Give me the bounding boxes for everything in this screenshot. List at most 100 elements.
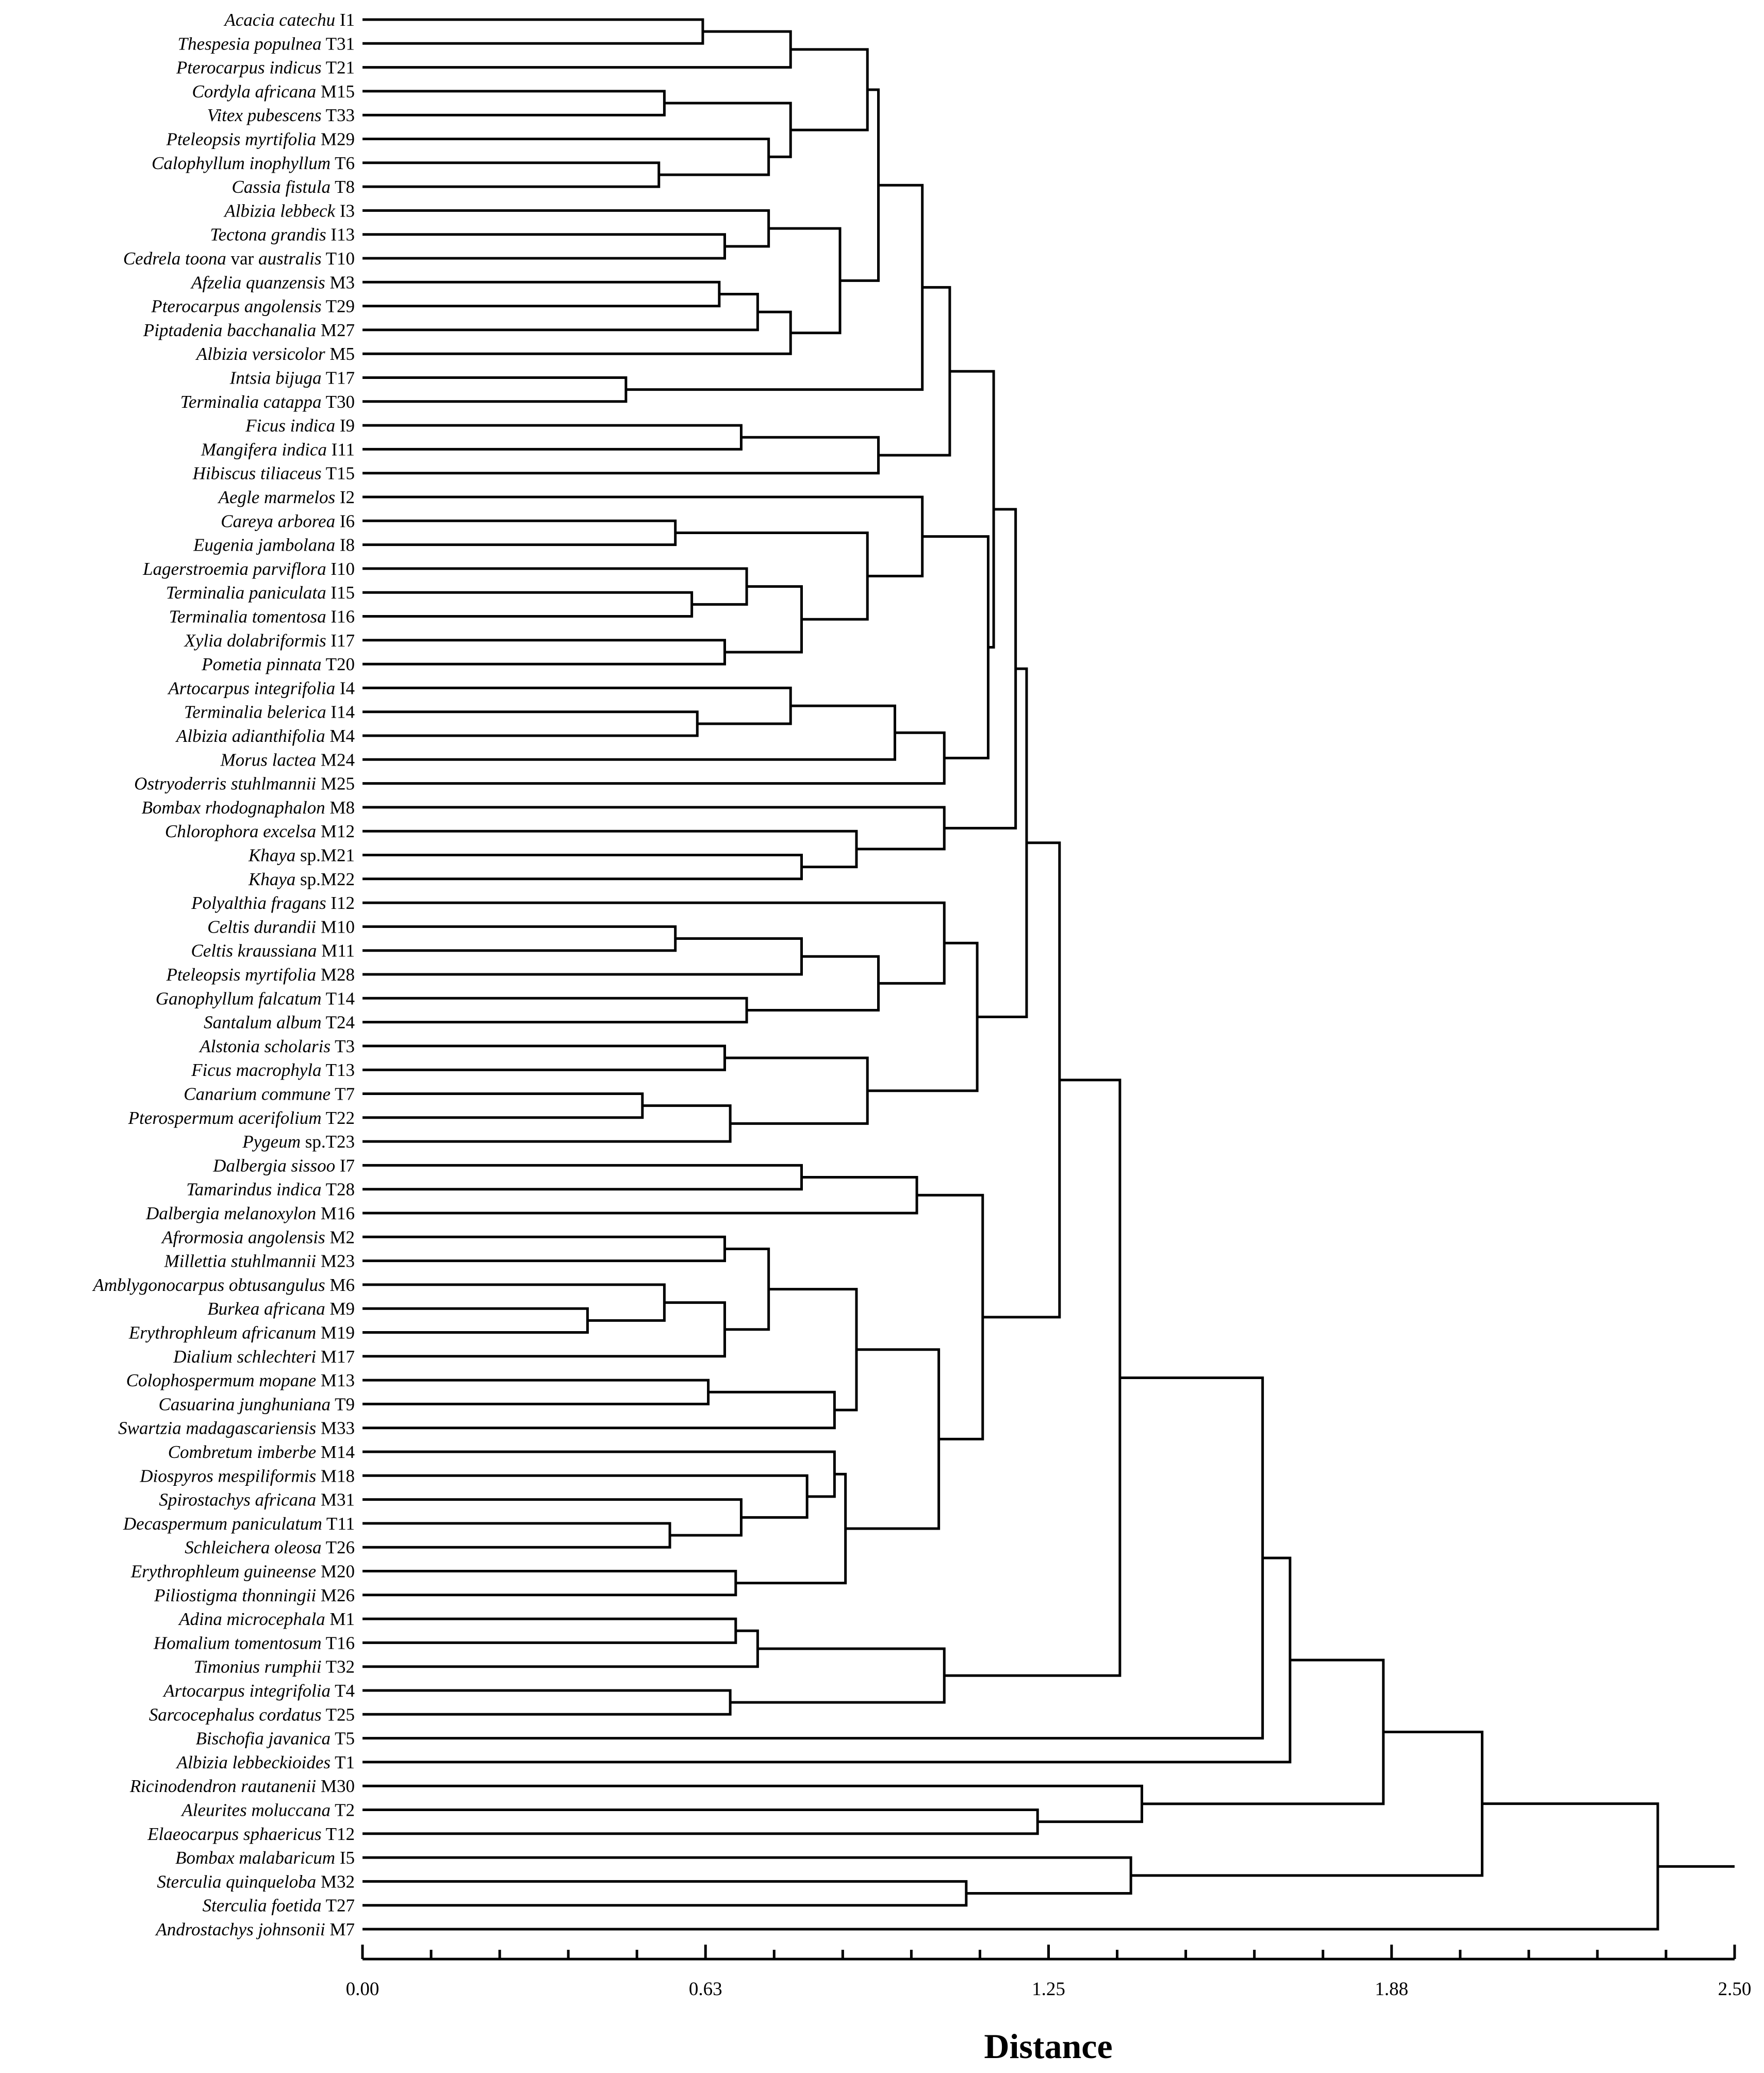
leaf-label: Canarium commune T7 [184,1084,355,1104]
leaf-label: Sarcocephalus cordatus T25 [149,1704,355,1724]
leaf-label: Ricinodendron rautanenii M30 [129,1776,355,1796]
leaf-label: Dalbergia melanoxylon M16 [145,1203,355,1223]
dendrogram-link [790,48,869,131]
dendrogram-link [362,1307,589,1334]
leaf-label: Albizia lebbeckioides T1 [176,1752,355,1772]
dendrogram-link [362,90,666,117]
dendrogram-link [724,1247,770,1331]
dendrogram-link [362,1376,1264,1740]
leaf-label: Sterculia quinqueloba M32 [157,1871,355,1892]
leaf-label: Timonius rumphii T32 [194,1657,355,1677]
dendrogram-link [362,18,704,45]
leaf-label: Adina microcephala M1 [178,1609,355,1629]
dendrogram-link [362,424,743,451]
leaf-label: Combretum imberbe M14 [168,1442,355,1462]
leaf-label: Bombax rhodognaphalon M8 [141,798,355,818]
dendrogram-link [362,1629,759,1668]
leaf-label: Acacia catechu I1 [223,10,355,30]
x-tick-label: 1.88 [1375,1979,1408,2000]
dendrogram-link [664,102,792,158]
dendrogram-link [362,280,721,308]
leaf-label: Pometia pinnata T20 [201,654,355,674]
leaf-label: Albizia adianthifolia M4 [175,726,355,746]
leaf-label: Cordyla africana M15 [192,81,355,102]
dendrogram-link [922,535,990,759]
leaf-label: Celtis durandii M10 [207,917,355,937]
leaf-label: Androstachys johnsonii M7 [155,1919,355,1939]
dendrogram-links [362,18,1735,1931]
dendrogram-link [362,686,792,725]
x-tick-label: 1.25 [1032,1979,1065,2000]
leaf-label: Artocarpus integrifolia I4 [167,678,355,698]
leaf-label: Terminalia belerica I14 [184,702,355,722]
leaf-label: Albizia lebbeck I3 [223,201,355,221]
leaf-label: Dalbergia sissoo I7 [212,1155,355,1175]
x-tick-label: 0.00 [346,1979,380,2000]
leaf-label: Pterocarpus indicus T21 [176,58,355,78]
leaf-label: Terminalia tomentosa I16 [169,607,355,627]
leaf-label: Casuarina junghuniana T9 [158,1394,355,1414]
dendrogram-link [362,1283,666,1322]
dendrogram-link [982,841,1061,1319]
dendrogram-link [362,1176,918,1215]
leaf-label: Decaspermum paniculatum T11 [123,1514,355,1534]
dendrogram-link [362,1570,737,1597]
leaf-label: Ficus indica I9 [245,416,355,436]
leaf-label: Mangifera indica I11 [201,439,355,459]
dendrogram-link [362,997,748,1024]
leaf-label: Terminalia paniculata I15 [166,583,355,603]
dendrogram-link [362,209,770,248]
dendrogram-link [944,1079,1122,1677]
dendrogram-link [362,1379,710,1405]
dendrogram-link [362,519,677,546]
leaf-label: Ostryoderris stuhlmannii M25 [134,774,355,794]
dendrogram-link [362,1164,803,1191]
leaf-label: Dialium schlechteri M17 [173,1347,355,1367]
dendrogram-link [867,941,979,1092]
leaf-label: Polyalthia fragans I12 [191,893,355,913]
leaf-label: Morus lactea M24 [220,750,355,770]
x-axis-ticks [361,1945,1736,1959]
dendrogram-link [362,310,792,355]
dendrogram-link [362,292,759,331]
leaf-label: Amblygonocarpus obtusangulus M6 [92,1275,355,1295]
dendrogram-link [362,1235,726,1263]
leaf-label: Xylia dolabriformis I17 [183,631,355,651]
dendrogram-link [362,1390,836,1430]
dendrogram-link [362,495,924,577]
dendrogram-link [845,1348,941,1530]
dendrogram-link [362,1784,1143,1823]
dendrogram-link [362,567,748,606]
dendrogram-link [675,531,869,621]
dendrogram-link [362,436,880,475]
dendrogram-link [362,1856,1132,1895]
dendrogram-link [362,233,726,260]
dendrogram-link [730,1647,946,1704]
leaf-label: Colophospermum mopane M13 [126,1370,355,1390]
x-axis: 0.00 0.63 1.25 1.88 2.50 [346,1945,1752,2000]
leaf-label: Aleurites moluccana T2 [180,1800,355,1820]
x-axis-title: Distance [984,2027,1112,2066]
leaf-label: Careya arborea I6 [221,511,355,531]
dendrogram-link [917,1193,984,1440]
leaf-label: Terminalia catappa T30 [180,392,355,412]
dendrogram-link [747,955,880,1011]
dendrogram-link [768,227,842,335]
leaf-label: Schleichera oleosa T26 [185,1537,355,1557]
x-tick-label: 2.50 [1718,1979,1752,2000]
leaf-label: Millettia stuhlmannii M23 [164,1251,355,1271]
leaf-label: Burkea africana M9 [207,1299,355,1319]
leaf-label: Erythrophleum africanum M19 [128,1323,355,1343]
dendrogram-link [977,667,1028,1018]
dendrogram-link [362,1301,726,1358]
dendrogram-link [362,138,770,176]
dendrogram-link [362,639,726,666]
dendrogram-link [362,30,792,69]
leaf-label: Lagerstroemia parviflora I10 [142,559,355,579]
leaf-label: Piptadenia bacchanalia M27 [143,320,355,340]
dendrogram-link [362,1809,1039,1835]
leaf-label: Alstonia scholaris T3 [199,1036,355,1056]
leaf-label: Khaya sp.M22 [248,869,355,889]
leaf-label: Pterospermum acerifolium T22 [128,1108,355,1128]
